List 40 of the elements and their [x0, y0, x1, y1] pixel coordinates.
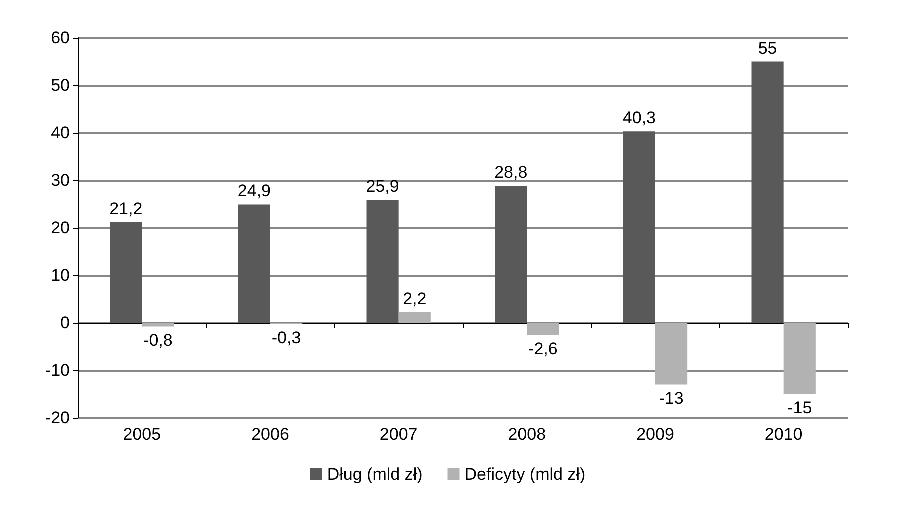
bar [366, 200, 399, 323]
bar [527, 323, 560, 336]
bar [623, 132, 656, 323]
bar [142, 323, 174, 327]
y-tick-label: 50 [51, 76, 70, 95]
data-label: 2,2 [403, 290, 427, 309]
legend-label: Dług (mld zł) [327, 465, 423, 484]
x-tick-label: 2005 [123, 425, 162, 444]
data-label: -13 [659, 388, 684, 408]
y-tick-label: 40 [51, 124, 70, 142]
data-label: 24,9 [238, 182, 272, 201]
data-label: -0,8 [144, 330, 173, 350]
data-label: -2,6 [528, 339, 558, 358]
data-label: 40,3 [622, 108, 656, 128]
data-label: -15 [788, 398, 812, 418]
y-tick-label: 60 [51, 28, 70, 48]
y-tick-label: -10 [45, 361, 70, 380]
bar [110, 222, 142, 323]
y-tick-label: 20 [51, 218, 70, 238]
x-tick-label: 2006 [252, 425, 290, 444]
bar [752, 62, 784, 323]
data-label: -0,3 [272, 328, 302, 348]
y-tick-label: 10 [51, 266, 70, 285]
x-tick-label: 2009 [636, 425, 674, 444]
y-tick-label: 0 [60, 314, 70, 332]
bar [398, 312, 431, 323]
bar [238, 204, 270, 323]
bar [495, 186, 528, 323]
legend-label: Deficyty (mld zł) [464, 465, 586, 484]
x-tick-label: 2008 [508, 425, 546, 444]
data-label: 25,9 [366, 176, 400, 196]
data-label: 55 [758, 38, 778, 58]
y-tick-label: 30 [51, 171, 70, 190]
data-label: 21,2 [110, 199, 143, 218]
bar [784, 323, 816, 394]
bar [656, 323, 688, 385]
x-tick-label: 2007 [380, 425, 418, 444]
x-tick-label: 2010 [764, 425, 803, 444]
y-tick-label: -20 [45, 408, 70, 428]
data-label: 28,8 [494, 163, 528, 182]
